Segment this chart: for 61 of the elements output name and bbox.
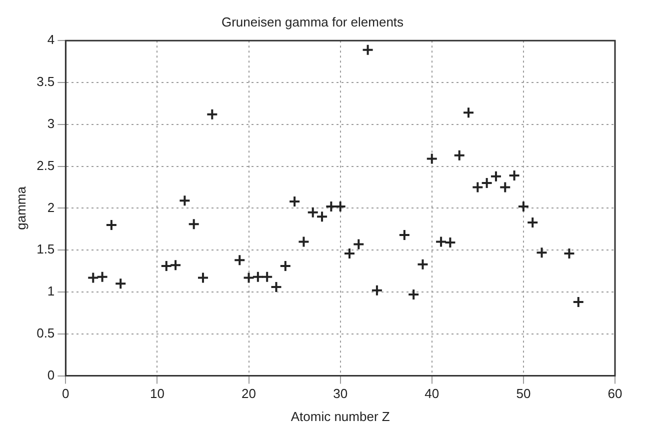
point — [270, 280, 282, 293]
point — [178, 194, 191, 207]
y-tick-label: 4 — [47, 32, 55, 48]
point — [170, 259, 182, 272]
x-tick-label: 50 — [516, 386, 531, 402]
point — [298, 236, 310, 248]
point — [572, 296, 584, 308]
point — [288, 195, 301, 208]
chart-title: Gruneisen gamma for elements — [221, 14, 404, 30]
point — [96, 270, 108, 283]
y-tick-label: 0 — [47, 367, 55, 382]
point — [105, 218, 118, 231]
point — [416, 258, 429, 270]
point — [435, 236, 448, 248]
point — [408, 288, 420, 301]
point — [362, 44, 374, 56]
point — [352, 238, 365, 250]
point — [536, 246, 548, 259]
point — [306, 206, 319, 218]
point — [444, 236, 456, 249]
x-axis-title: Atomic number Z — [290, 408, 390, 424]
point — [480, 177, 493, 190]
point — [563, 247, 576, 260]
y-tick-label: 0.5 — [36, 325, 55, 340]
point — [370, 284, 383, 296]
x-tick-label: 40 — [424, 386, 440, 402]
point — [160, 260, 172, 272]
point — [426, 152, 438, 165]
point — [316, 210, 328, 223]
x-tick-label: 10 — [150, 386, 164, 402]
y-tick-label: 3 — [47, 116, 55, 131]
y-axis-title: gamma — [13, 186, 28, 230]
point — [206, 108, 218, 120]
point — [343, 247, 356, 260]
x-tick-label: 0 — [62, 386, 70, 402]
point — [526, 216, 539, 228]
point — [242, 272, 255, 284]
point — [490, 170, 502, 182]
point — [462, 106, 475, 119]
y-tick-label: 3.5 — [36, 74, 55, 90]
y-tick-label: 2.5 — [36, 158, 55, 173]
point — [188, 218, 200, 230]
point — [197, 272, 210, 284]
point — [499, 181, 512, 194]
y-tick-label: 1.5 — [36, 242, 55, 257]
y-tick-label: 2 — [47, 200, 55, 215]
y-tick-label: 1 — [47, 284, 55, 299]
point — [398, 229, 410, 242]
point — [114, 278, 127, 290]
point — [453, 149, 466, 162]
point — [261, 270, 274, 283]
point — [252, 270, 264, 283]
x-tick-label: 20 — [242, 386, 256, 402]
point — [87, 272, 100, 284]
point — [279, 260, 292, 272]
point — [234, 254, 246, 266]
x-tick-label: 60 — [608, 386, 622, 402]
point — [472, 181, 484, 194]
x-tick-label: 30 — [333, 386, 348, 402]
point — [508, 170, 520, 182]
point — [517, 200, 530, 213]
